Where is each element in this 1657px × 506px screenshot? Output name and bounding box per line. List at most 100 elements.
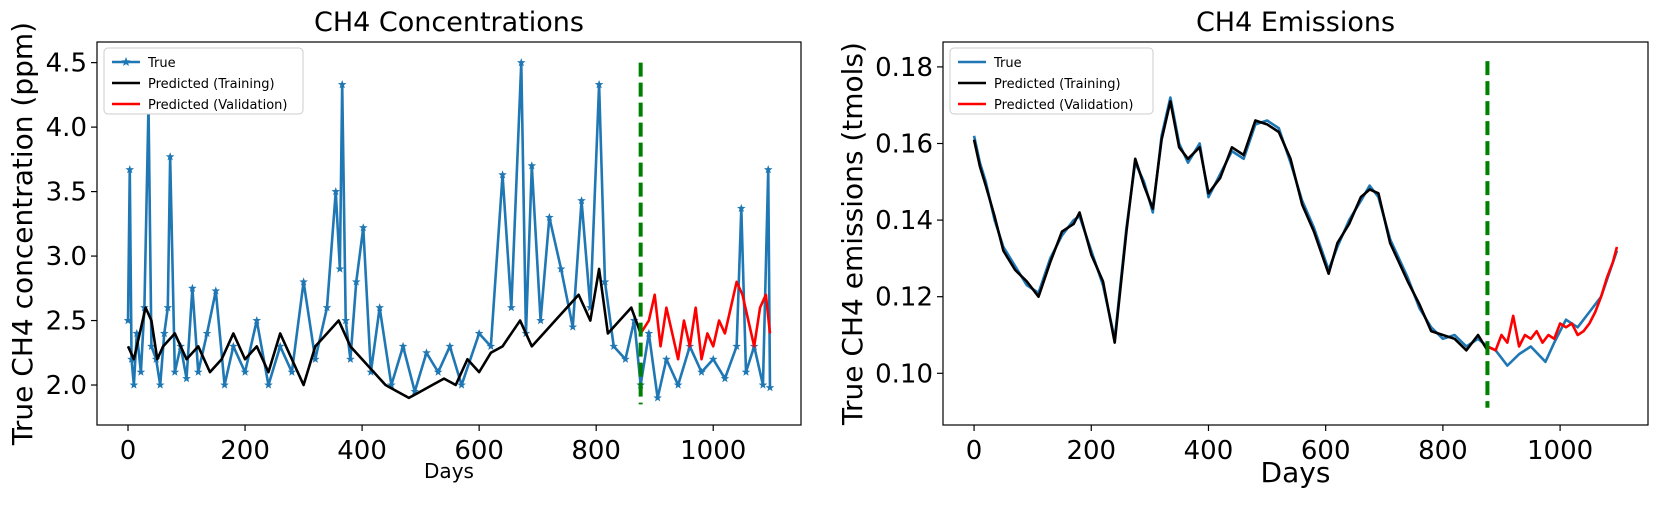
data-point <box>127 354 136 363</box>
data-point <box>527 161 537 170</box>
data-point <box>629 316 639 325</box>
y-axis-label: True CH4 concentration (ppm) <box>6 22 39 446</box>
x-tick-label: 400 <box>337 436 387 466</box>
data-point <box>240 367 250 376</box>
data-point <box>155 380 165 389</box>
data-point <box>644 328 654 338</box>
y-tick-label: 4.5 <box>46 49 87 79</box>
data-point <box>737 203 746 212</box>
legend-box <box>949 47 1154 115</box>
axes-frame <box>942 41 1649 426</box>
data-point <box>577 196 586 205</box>
data-point <box>299 277 308 286</box>
data-point <box>160 328 169 338</box>
x-tick-label: 400 <box>1184 436 1234 466</box>
y-tick-label: 2.0 <box>46 371 87 401</box>
legend: True Predicted (Training) Predicted (Valid… <box>103 47 304 115</box>
legend-label: Predicted (Validation) <box>148 98 288 113</box>
legend-box <box>103 47 304 115</box>
series-line-true <box>972 96 1619 367</box>
legend-label: True <box>993 56 1022 71</box>
data-point <box>708 354 718 363</box>
data-point <box>732 341 741 350</box>
data-point <box>741 367 751 376</box>
x-tick-label: 600 <box>454 436 504 466</box>
data-point <box>433 367 443 376</box>
x-tick-label: 0 <box>966 436 983 466</box>
data-point <box>609 341 619 350</box>
data-point <box>129 380 139 389</box>
data-point <box>252 316 262 325</box>
x-tick-label: 1000 <box>1527 436 1593 466</box>
x-tick-label: 1000 <box>680 436 746 466</box>
data-point <box>474 328 484 338</box>
data-point <box>387 380 396 389</box>
legend-marker <box>121 57 131 67</box>
legend-label: Predicted (Validation) <box>994 98 1134 113</box>
chart-title: CH4 Concentrations <box>314 7 584 38</box>
data-point <box>163 303 173 312</box>
data-point <box>275 341 285 350</box>
data-point <box>556 264 566 273</box>
plot-area <box>972 96 1619 367</box>
data-point <box>331 187 341 196</box>
data-point <box>358 223 368 232</box>
data-point <box>586 303 595 312</box>
y-tick-label: 4.0 <box>46 113 87 143</box>
data-point <box>366 367 376 376</box>
data-point <box>220 380 229 389</box>
data-point <box>182 374 191 383</box>
data-point <box>600 277 610 286</box>
y-tick-label: 3.0 <box>46 242 87 272</box>
x-tick-label: 200 <box>220 436 270 466</box>
y-tick-label: 0.18 <box>875 53 933 83</box>
legend-label: Predicted (Training) <box>994 77 1121 92</box>
data-point <box>536 316 545 325</box>
data-point <box>132 328 142 338</box>
x-axis-label: Days <box>424 459 474 483</box>
data-point <box>568 322 578 331</box>
data-point <box>136 367 146 376</box>
data-point <box>335 264 345 273</box>
y-tick-label: 3.5 <box>46 178 87 208</box>
series-line-predicted-validation <box>639 280 772 361</box>
y-tick-label: 0.12 <box>875 283 933 313</box>
series-line-predicted-validation <box>1486 246 1619 352</box>
x-axis-label: Days <box>1261 456 1331 489</box>
data-point <box>758 380 768 389</box>
data-point <box>594 80 604 89</box>
data-point <box>673 380 683 389</box>
data-point <box>457 380 466 389</box>
data-point <box>545 212 554 222</box>
data-point <box>507 303 516 312</box>
series-line-predicted-training <box>126 267 642 400</box>
legend: True Predicted (Training) Predicted (Valid… <box>949 47 1154 115</box>
axes-frame <box>96 41 802 426</box>
data-point <box>188 283 197 292</box>
data-point <box>422 348 431 357</box>
data-point <box>398 341 408 350</box>
data-point <box>264 380 273 389</box>
data-point <box>410 386 420 396</box>
y-tick-label: 0.16 <box>875 129 933 159</box>
data-point <box>697 367 706 376</box>
data-point <box>229 341 238 350</box>
x-tick-label: 600 <box>1301 436 1351 466</box>
y-axis-label: True CH4 emissions (tmols) <box>836 42 869 426</box>
data-point <box>287 367 297 376</box>
x-tick-label: 800 <box>1418 436 1468 466</box>
data-point <box>125 165 135 174</box>
data-point <box>621 354 630 363</box>
legend-label: True <box>147 56 176 71</box>
concentration-chart: CH4 Concentrations 0 200 400 600 800 1000 2.0 2.… <box>6 7 802 483</box>
data-point <box>486 341 496 350</box>
data-point <box>765 383 775 392</box>
x-tick-label: 200 <box>1066 436 1116 466</box>
data-point <box>193 367 203 376</box>
legend-label: Predicted (Training) <box>148 77 275 92</box>
data-point <box>165 152 175 161</box>
data-point <box>211 286 221 295</box>
x-tick-label: 800 <box>571 436 621 466</box>
data-point <box>337 80 347 89</box>
data-point <box>720 374 730 383</box>
